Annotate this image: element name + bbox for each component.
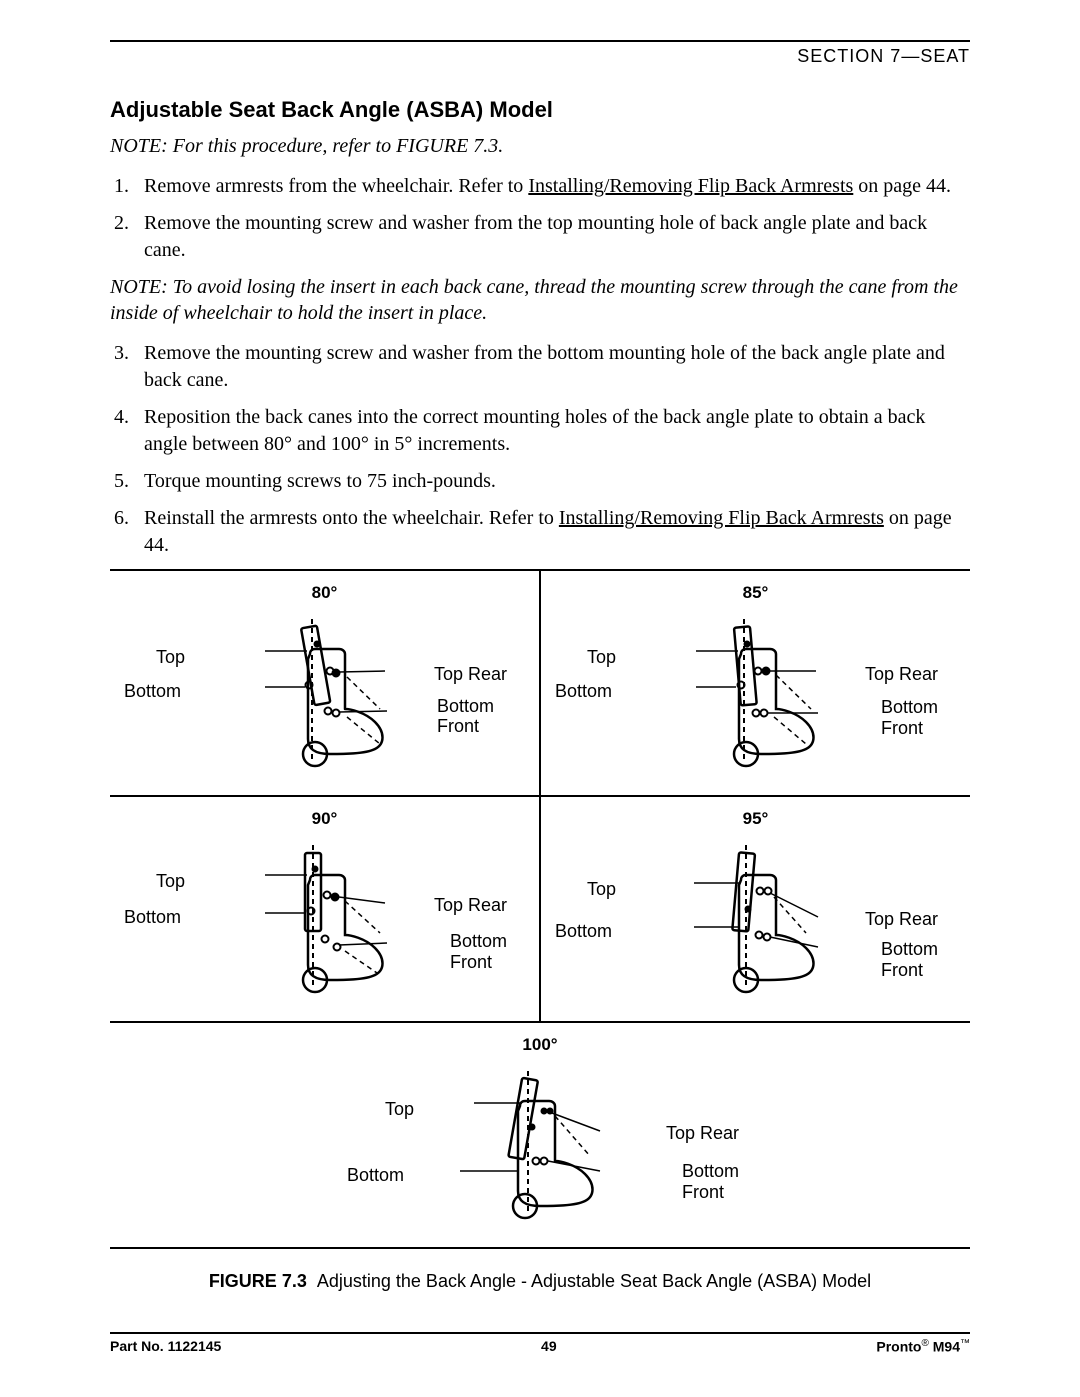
diagram-80: 80° bbox=[110, 571, 541, 795]
step-4: Reposition the back canes into the corre… bbox=[110, 404, 970, 458]
diagram-80-icon bbox=[215, 609, 435, 769]
procedure-list-2: Remove the mounting screw and washer fro… bbox=[110, 340, 970, 559]
page-title: Adjustable Seat Back Angle (ASBA) Model bbox=[110, 97, 970, 123]
footer-part-no: Part No. 1122145 bbox=[110, 1338, 221, 1355]
footer-brand: Pronto® M94™ bbox=[876, 1338, 970, 1355]
diagram-90-icon bbox=[215, 835, 435, 995]
diagram-100: 100° bbox=[325, 1023, 755, 1247]
label-top-rear: Top Rear bbox=[434, 664, 507, 685]
link-install-armrests-2: Installing/Removing Flip Back Armrests bbox=[559, 507, 884, 529]
diagram-85-icon bbox=[646, 609, 866, 769]
step-3: Remove the mounting screw and washer fro… bbox=[110, 340, 970, 394]
figure-caption: FIGURE 7.3 Adjusting the Back Angle - Ad… bbox=[110, 1271, 970, 1292]
diagram-85: 85° bbox=[541, 571, 970, 795]
step-1: Remove armrests from the wheelchair. Ref… bbox=[110, 173, 970, 200]
page-footer: Part No. 1122145 49 Pronto® M94™ bbox=[110, 1334, 970, 1355]
procedure-list: Remove armrests from the wheelchair. Ref… bbox=[110, 173, 970, 264]
step-6: Reinstall the armrests onto the wheelcha… bbox=[110, 505, 970, 559]
diagram-90: 90° bbox=[110, 797, 541, 1021]
diagram-100-icon bbox=[420, 1061, 660, 1221]
diagram-95: 95° bbox=[541, 797, 970, 1021]
step-2: Remove the mounting screw and washer fro… bbox=[110, 210, 970, 264]
label-bottom-front: BottomFront bbox=[437, 697, 507, 737]
note-1: NOTE: For this procedure, refer to FIGUR… bbox=[110, 133, 970, 159]
diagram-95-icon bbox=[646, 835, 866, 995]
label-bottom: Bottom bbox=[124, 681, 181, 702]
section-header: SECTION 7—SEAT bbox=[110, 46, 970, 67]
step-5: Torque mounting screws to 75 inch-pounds… bbox=[110, 468, 970, 495]
label-top: Top bbox=[156, 647, 185, 668]
figure-grid: 80° bbox=[110, 569, 970, 1249]
link-install-armrests: Installing/Removing Flip Back Armrests bbox=[528, 175, 853, 197]
note-2: NOTE: To avoid losing the insert in each… bbox=[110, 274, 970, 326]
footer-page-number: 49 bbox=[541, 1338, 557, 1355]
